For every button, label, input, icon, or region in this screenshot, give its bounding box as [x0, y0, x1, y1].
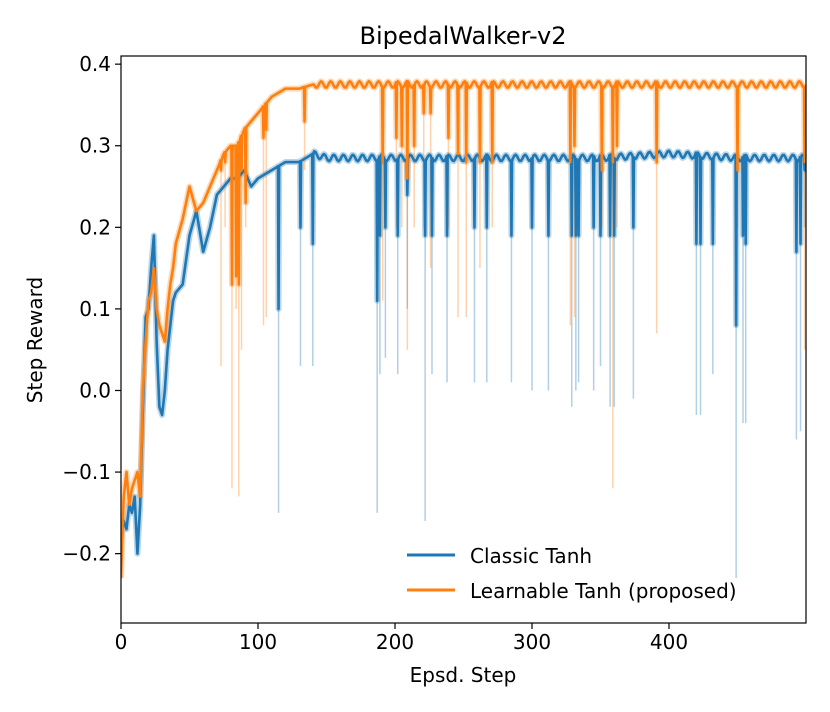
- y-tick-label: 0.3: [79, 134, 111, 158]
- legend-label-learnable: Learnable Tanh (proposed): [470, 579, 737, 603]
- plot-frame: [120, 55, 807, 624]
- x-tick-label: 300: [513, 630, 551, 654]
- y-tick-label: 0.0: [79, 378, 111, 402]
- x-tick-label: 400: [650, 630, 688, 654]
- y-tick-label: 0.4: [79, 52, 111, 76]
- chart-title: BipedalWalker-v2: [360, 22, 567, 50]
- series-line-classic-tanh: [121, 149, 806, 555]
- y-axis-label: Step Reward: [23, 277, 47, 403]
- x-tick-label: 200: [376, 630, 414, 654]
- y-tick-label: −0.2: [62, 542, 111, 566]
- x-tick-label: 0: [115, 630, 128, 654]
- series-band: [121, 147, 806, 557]
- series-line-learnable-tanh: [121, 79, 806, 579]
- y-tick-label: 0.2: [79, 215, 111, 239]
- legend: Classic Tanh Learnable Tanh (proposed): [407, 544, 737, 603]
- y-tick-label: 0.1: [79, 297, 111, 321]
- x-axis-label: Epsd. Step: [410, 663, 517, 687]
- x-tick-label: 100: [239, 630, 277, 654]
- y-tick-label: −0.1: [62, 460, 111, 484]
- legend-label-classic: Classic Tanh: [470, 544, 592, 568]
